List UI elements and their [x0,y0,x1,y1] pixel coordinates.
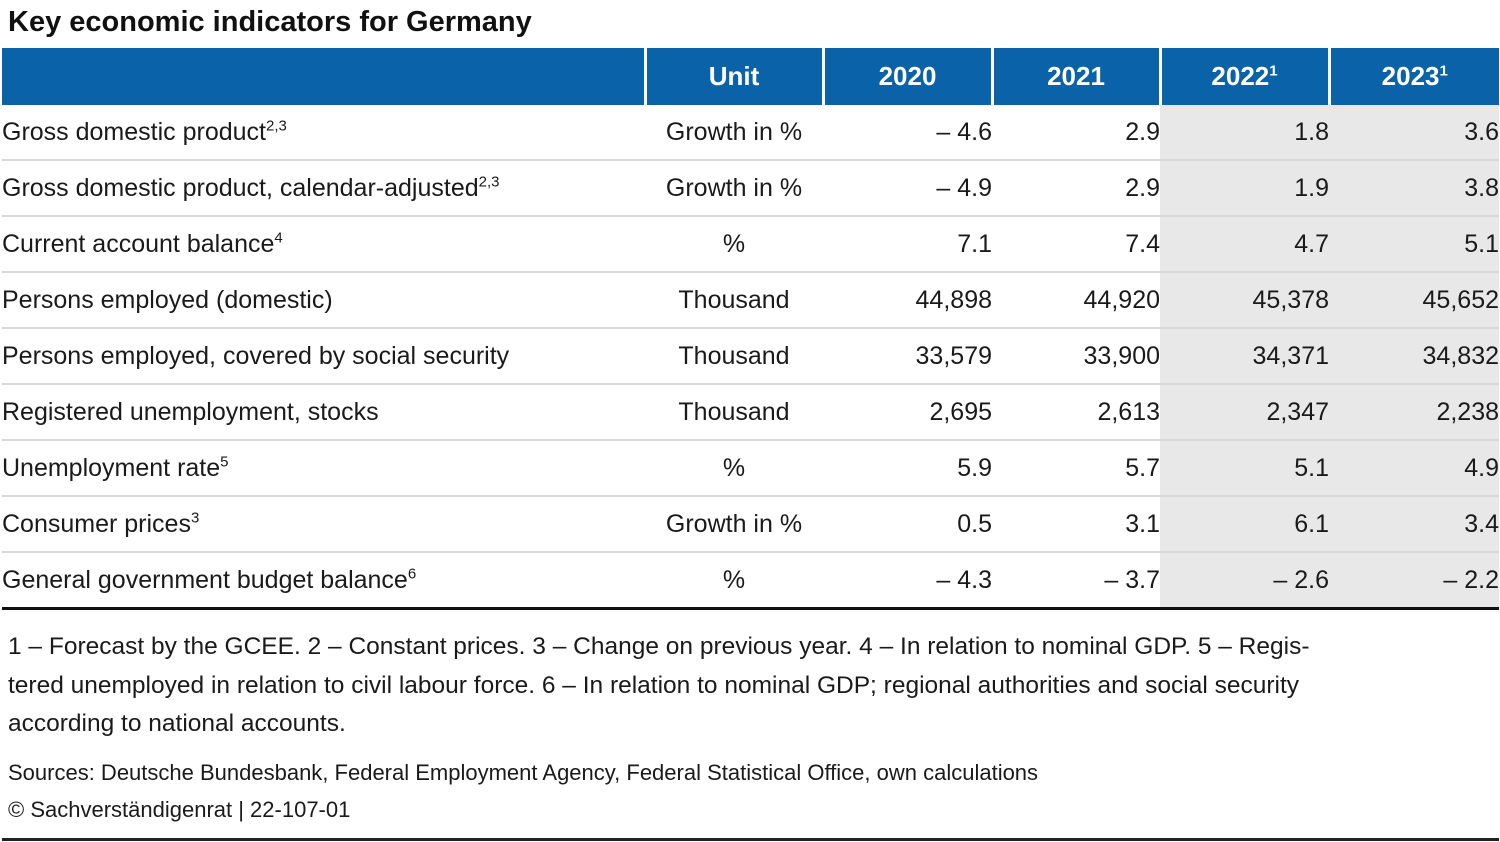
value-2022: 5.1 [1160,440,1329,497]
footnote-line: tered unemployed in relation to civil la… [8,671,1300,699]
copyright-note: © Sachverständigenrat | 22-107-01 [8,797,351,822]
footnote-marker: 2,3 [478,173,500,191]
bottom-divider [2,838,1499,841]
value-2023: 5.1 [1329,216,1499,273]
value-2020: 44,898 [823,272,992,329]
row-unit: Thousand [645,328,823,385]
value-2020: 33,579 [823,328,992,385]
table-row: Registered unemployment, stocks Thousand… [2,384,1499,441]
header-unit: Unit [643,48,823,105]
table-row: General government budget balance6 % – 4… [2,552,1499,610]
footnote-line: 1 – Forecast by the GCEE. 2 – Constant p… [8,633,1310,660]
row-label: Unemployment rate5 [2,440,645,497]
footnote-marker: 1 [1439,62,1448,80]
value-2022: 4.7 [1160,216,1329,273]
footnotes: 1 – Forecast by the GCEE. 2 – Constant p… [8,628,1488,744]
value-2023: – 2.2 [1329,552,1499,610]
value-2021: 2.9 [992,105,1160,161]
value-2021: 3.1 [992,496,1160,553]
table-row: Persons employed (domestic) Thousand 44,… [2,272,1499,329]
value-2020: – 4.9 [823,160,992,217]
row-unit: Thousand [645,272,823,329]
value-2023: 45,652 [1329,272,1499,329]
value-2020: 7.1 [823,216,992,273]
row-label: Gross domestic product2,3 [2,105,645,161]
page-title: Key economic indicators for Germany [8,6,532,38]
value-2022: 2,347 [1160,384,1329,441]
row-unit: % [645,440,823,497]
footnote-line: according to national accounts. [8,710,346,737]
header-row: Unit 2020 2021 20221 20231 [2,48,1499,105]
header-2023: 20231 [1327,48,1499,105]
value-2020: – 4.3 [823,552,992,610]
value-2023: 2,238 [1329,384,1499,441]
value-2022: – 2.6 [1160,552,1329,610]
value-2021: 7.4 [992,216,1160,273]
row-label: Consumer prices3 [2,496,645,553]
value-2021: 2,613 [992,384,1160,441]
header-2021: 2021 [990,48,1160,105]
header-2020: 2020 [821,48,992,105]
row-label: Persons employed, covered by social secu… [2,328,645,385]
table-row: Gross domestic product, calendar-adjuste… [2,160,1499,217]
row-unit: Growth in % [645,160,823,217]
row-label: Gross domestic product, calendar-adjuste… [2,160,645,217]
footnote-marker: 4 [274,229,283,247]
row-label: General government budget balance6 [2,552,645,610]
footnote-marker: 5 [220,453,229,471]
table-row: Unemployment rate5 % 5.9 5.7 5.1 4.9 [2,440,1499,497]
value-2021: 5.7 [992,440,1160,497]
value-2021: 2.9 [992,160,1160,217]
value-2021: – 3.7 [992,552,1160,610]
value-2023: 3.8 [1329,160,1499,217]
value-2023: 3.4 [1329,496,1499,553]
value-2020: – 4.6 [823,105,992,161]
value-2020: 0.5 [823,496,992,553]
row-unit: Growth in % [645,105,823,161]
footnote-marker: 3 [190,509,200,527]
value-2023: 34,832 [1329,328,1499,385]
table-row: Current account balance4 % 7.1 7.4 4.7 5… [2,216,1499,273]
footnote-marker: 6 [407,565,417,583]
value-2021: 44,920 [992,272,1160,329]
row-unit: Growth in % [645,496,823,553]
row-unit: Thousand [645,384,823,441]
table-row: Gross domestic product2,3 Growth in % – … [2,105,1499,161]
value-2022: 1.9 [1160,160,1329,217]
row-label: Persons employed (domestic) [2,272,645,329]
value-2022: 45,378 [1160,272,1329,329]
row-unit: % [645,216,823,273]
table-row: Persons employed, covered by social secu… [2,328,1499,385]
header-label-column [2,48,645,105]
value-2021: 33,900 [992,328,1160,385]
value-2022: 34,371 [1160,328,1329,385]
indicators-table: Unit 2020 2021 20221 20231 Gross domesti… [2,48,1499,610]
row-unit: % [645,552,823,610]
footnote-marker: 2,3 [266,117,287,135]
row-label: Registered unemployment, stocks [2,384,645,441]
sources-note: Sources: Deutsche Bundesbank, Federal Em… [8,760,1039,785]
row-label: Current account balance4 [2,216,645,273]
value-2020: 5.9 [823,440,992,497]
value-2023: 3.6 [1329,105,1499,161]
value-2022: 1.8 [1160,105,1329,161]
value-2020: 2,695 [823,384,992,441]
header-2022: 20221 [1158,48,1329,105]
footnote-marker: 1 [1269,62,1278,80]
value-2022: 6.1 [1160,496,1329,553]
value-2023: 4.9 [1329,440,1499,497]
table-row: Consumer prices3 Growth in % 0.5 3.1 6.1… [2,496,1499,553]
